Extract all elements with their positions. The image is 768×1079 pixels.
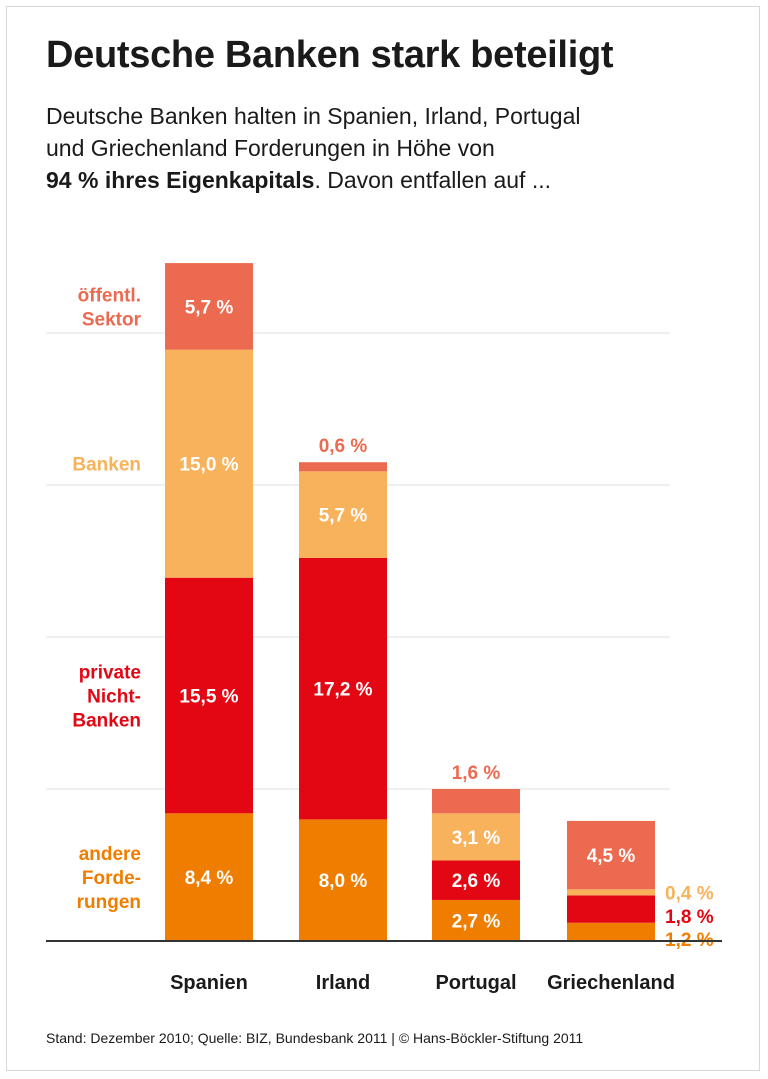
bar-portugal-andere (432, 899, 520, 941)
legend-label-andere: andere (79, 844, 141, 865)
legend-label-private: private (79, 663, 141, 684)
subtitle-tail: . Davon entfallen auf ... (314, 167, 551, 193)
value-label-irland-banken: 5,7 % (319, 506, 368, 527)
value-label-spanien-andere: 8,4 % (185, 868, 234, 889)
source-footer: Stand: Dezember 2010; Quelle: BIZ, Bunde… (46, 1030, 584, 1046)
legend-label-oeffentl: öffentl. (78, 285, 141, 306)
value-label-portugal-banken: 3,1 % (452, 828, 501, 849)
bar-griechenland-andere (567, 922, 655, 941)
bar-portugal-oeffentl (432, 789, 520, 814)
value-label-portugal-oeffentl: 1,6 % (452, 763, 501, 784)
chart-subtitle: Deutsche Banken halten in Spanien, Irlan… (46, 100, 736, 196)
bar-griechenland-banken (567, 889, 655, 896)
legend-label-andere: rungen (77, 892, 141, 913)
legend-label-private: Banken (72, 711, 141, 732)
value-label-griechenland-private: 1,8 % (665, 907, 714, 928)
category-label-irland: Irland (316, 972, 370, 994)
legend-label-private: Nicht- (87, 687, 141, 708)
bar-spanien-andere (165, 813, 253, 941)
bar-irland-oeffentl (299, 462, 387, 472)
bar-spanien-oeffentl (165, 263, 253, 350)
bar-irland-andere (299, 819, 387, 941)
value-label-irland-andere: 8,0 % (319, 871, 368, 892)
value-label-irland-oeffentl: 0,6 % (319, 436, 368, 457)
value-label-irland-private: 17,2 % (313, 680, 372, 701)
subtitle-line-2: und Griechenland Forderungen in Höhe von (46, 135, 495, 161)
value-label-spanien-oeffentl: 5,7 % (185, 297, 234, 318)
legend-label-oeffentl: Sektor (82, 309, 142, 330)
bar-irland-private (299, 557, 387, 820)
bar-griechenland-oeffentl (567, 820, 655, 890)
stacked-bar-chart: 8,4 % 15,5 % 15,0 % 5,7 % Spanien 8,0 % 17,2 %… (46, 263, 722, 994)
value-label-spanien-banken: 15,0 % (179, 455, 238, 476)
value-label-portugal-andere: 2,7 % (452, 911, 501, 932)
bar-portugal-banken (432, 813, 520, 861)
category-label-portugal: Portugal (435, 972, 516, 994)
bar-irland-banken (299, 471, 387, 558)
value-label-portugal-private: 2,6 % (452, 871, 501, 892)
value-label-griechenland-oeffentl: 4,5 % (587, 846, 636, 867)
bar-spanien-private (165, 577, 253, 814)
chart-title: Deutsche Banken stark beteiligt (46, 34, 614, 76)
value-label-griechenland-banken: 0,4 % (665, 883, 714, 904)
value-label-spanien-private: 15,5 % (179, 687, 238, 708)
bar-portugal-private (432, 860, 520, 900)
chart-frame (6, 6, 760, 1071)
legend-label-banken: Banken (72, 455, 141, 476)
subtitle-line-1: Deutsche Banken halten in Spanien, Irlan… (46, 103, 581, 129)
category-label-griechenland: Griechenland (547, 972, 675, 994)
category-label-spanien: Spanien (170, 972, 248, 994)
subtitle-highlight: 94 % ihres Eigenkapitals (46, 167, 315, 193)
bar-spanien-banken (165, 349, 253, 578)
legend-label-andere: Forde- (82, 868, 141, 889)
bar-griechenland-private (567, 895, 655, 923)
